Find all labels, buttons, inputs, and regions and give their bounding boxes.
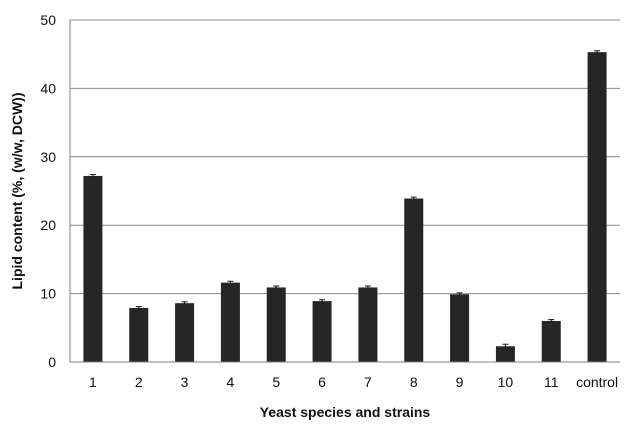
bar: [175, 303, 195, 362]
y-tick-label: 10: [40, 286, 56, 302]
bar: [312, 301, 332, 362]
bar: [266, 287, 286, 362]
bar: [83, 175, 103, 362]
bars: [83, 50, 607, 362]
x-tick-label: 10: [498, 374, 514, 390]
bar: [129, 307, 149, 362]
x-tick-label: 5: [272, 374, 280, 390]
x-axis-title: Yeast species and strains: [260, 404, 431, 420]
x-tick-label: 8: [410, 374, 418, 390]
bar: [450, 294, 470, 362]
y-tick-labels: 0 10 20 30 40 50: [40, 12, 56, 370]
x-tick-label: 2: [135, 374, 143, 390]
y-tick-label: 40: [40, 80, 56, 96]
bar: [541, 320, 561, 362]
x-tick-labels: 1 2 3 4 5 6 7 8 9 10 11 control: [89, 374, 618, 390]
y-tick-label: 30: [40, 149, 56, 165]
x-tick-label: control: [576, 374, 618, 390]
y-tick-label: 20: [40, 217, 56, 233]
x-tick-label: 4: [227, 374, 235, 390]
gridlines: [70, 19, 620, 295]
y-tick-label: 0: [48, 354, 56, 370]
x-tick-label: 6: [318, 374, 326, 390]
bar: [220, 282, 240, 362]
x-tick-label: 1: [89, 374, 97, 390]
bar: [404, 198, 424, 362]
y-axis-title: Lipid content (%, (w/w, DCW)): [9, 92, 25, 289]
x-tick-label: 7: [364, 374, 372, 390]
x-tick-label: 3: [181, 374, 189, 390]
bar: [587, 52, 607, 362]
bar: [358, 287, 378, 362]
bar: [495, 346, 515, 362]
x-tick-label: 9: [456, 374, 464, 390]
x-tick-label: 11: [544, 374, 559, 390]
y-tick-label: 50: [40, 12, 56, 28]
